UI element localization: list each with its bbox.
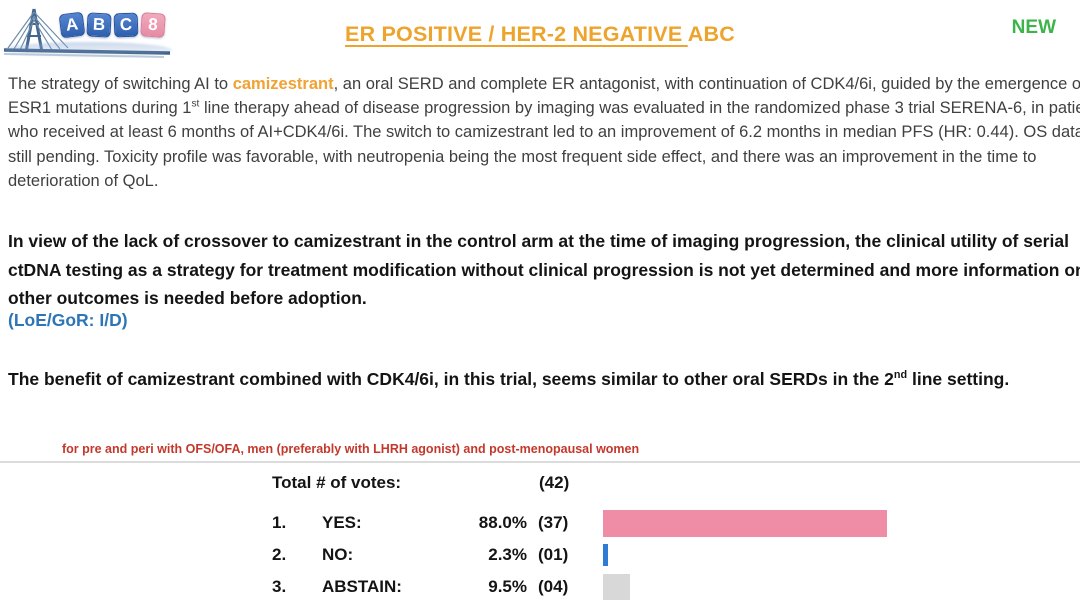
abc8-logo: A B C 8	[4, 4, 174, 62]
vote-bar-zone	[603, 542, 608, 568]
logo-water-reflection	[4, 42, 172, 58]
benefit-text-after: line setting.	[907, 369, 1010, 389]
benefit-paragraph: The benefit of camizestrant combined wit…	[8, 365, 1080, 394]
vote-row-abstain: 3. ABSTAIN: 9.5% (04)	[272, 574, 1072, 600]
vote-total-row: Total # of votes: (42)	[272, 471, 1072, 495]
vote-total-value: (42)	[539, 473, 570, 492]
vote-bar-no	[603, 544, 608, 566]
summary-text-after: line therapy ahead of disease progressio…	[8, 99, 1080, 190]
vote-row-percent: 2.3%	[488, 545, 527, 564]
vote-row-count: (04)	[538, 577, 569, 596]
recommendation-paragraph: In view of the lack of crossover to cami…	[8, 231, 1080, 308]
vote-row-yes: 1. YES: 88.0% (37)	[272, 509, 1072, 537]
new-badge: NEW	[1011, 17, 1056, 38]
vote-bar-yes	[603, 509, 887, 537]
vote-row-number: 3.	[272, 577, 287, 596]
vote-bar-zone	[603, 509, 887, 537]
vote-bar-zone	[603, 574, 630, 600]
ordinal-superscript-2nd: nd	[893, 369, 908, 382]
vote-row-percent: 88.0%	[478, 513, 527, 532]
loe-gor-label: (LoE/GoR: I/D)	[8, 310, 128, 330]
page-title-underlined: ER POSITIVE / HER-2 NEGATIVE	[345, 22, 688, 46]
section-divider	[0, 461, 1080, 463]
vote-row-number: 1.	[272, 513, 287, 532]
summary-text-mid: , an oral SERD and complete ER antagonis…	[8, 75, 1080, 118]
ordinal-superscript-1st: st	[191, 98, 200, 110]
benefit-text-before: The benefit of camizestrant combined wit…	[8, 369, 894, 389]
summary-paragraph: The strategy of switching AI to camizest…	[8, 72, 1080, 193]
vote-row-label: YES:	[322, 513, 362, 532]
summary-text-before: The strategy of switching AI to	[8, 75, 233, 93]
vote-total-label: Total # of votes:	[272, 473, 402, 492]
vote-row-count: (01)	[538, 545, 569, 564]
vote-row-number: 2.	[272, 545, 287, 564]
voting-results: Total # of votes: (42) 1. YES: 88.0% (37…	[272, 471, 1072, 606]
population-note: for pre and peri with OFS/OFA, men (pref…	[62, 442, 640, 456]
vote-row-label: ABSTAIN:	[322, 577, 402, 596]
bridge-icon	[4, 8, 171, 58]
vote-bar-abstain	[603, 574, 630, 600]
vote-row-no: 2. NO: 2.3% (01)	[272, 542, 1072, 568]
vote-row-percent: 9.5%	[488, 577, 527, 596]
drug-name-highlight: camizestrant	[232, 75, 334, 93]
page-title: ER POSITIVE / HER-2 NEGATIVE ABC	[0, 22, 1080, 47]
vote-row-count: (37)	[538, 513, 569, 532]
page-title-suffix: ABC	[687, 22, 735, 46]
vote-row-label: NO:	[322, 545, 354, 564]
